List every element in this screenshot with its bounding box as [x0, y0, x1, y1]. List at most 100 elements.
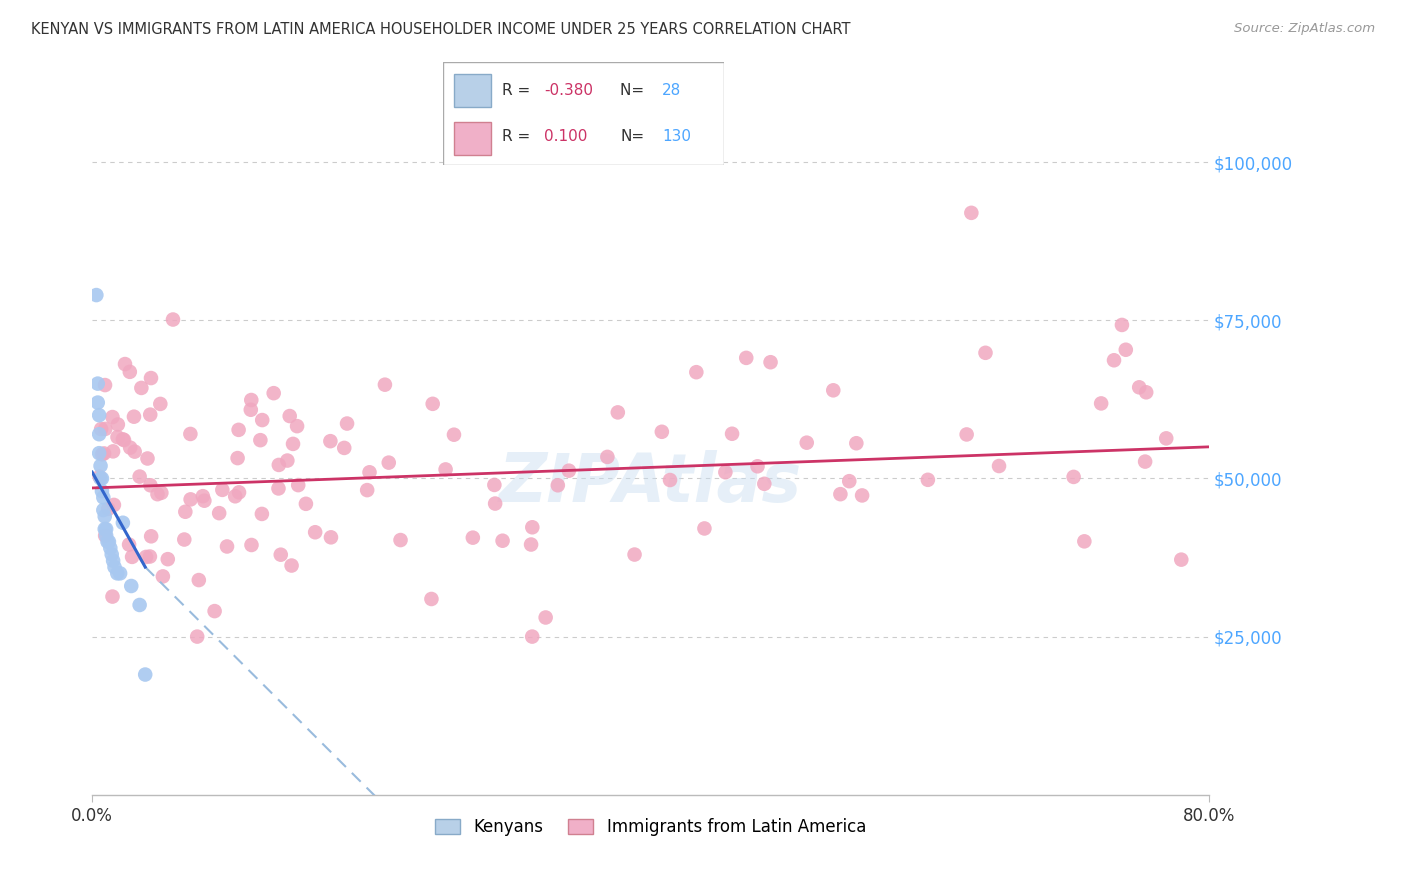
Point: [91, 447, 114, 461]
Point: [267, 458, 290, 472]
Point: [520, 537, 543, 551]
Point: [685, 365, 707, 379]
Point: [90, 471, 112, 485]
Point: [295, 497, 318, 511]
Point: [285, 419, 308, 434]
Point: [87, 395, 110, 409]
Point: [721, 426, 744, 441]
Point: [103, 498, 125, 512]
Point: [96, 534, 118, 549]
Point: [267, 482, 290, 496]
Point: [97, 534, 120, 549]
Point: [1115, 343, 1137, 357]
Legend: Kenyans, Immigrants from Latin America: Kenyans, Immigrants from Latin America: [429, 812, 873, 843]
Point: [179, 426, 201, 441]
Point: [118, 538, 141, 552]
Point: [1111, 318, 1133, 332]
Point: [215, 540, 238, 554]
Point: [263, 386, 285, 401]
Point: [239, 402, 262, 417]
Point: [270, 548, 292, 562]
Point: [139, 371, 162, 385]
Point: [101, 554, 124, 568]
Point: [319, 434, 342, 449]
Point: [596, 450, 619, 464]
Point: [93, 491, 115, 505]
Point: [135, 549, 157, 564]
Point: [714, 465, 737, 479]
Point: [105, 566, 128, 581]
Point: [162, 312, 184, 326]
Point: [101, 590, 124, 604]
Point: [491, 533, 513, 548]
Point: [111, 433, 134, 447]
Point: [226, 451, 249, 466]
Point: [1133, 454, 1156, 468]
Point: [94, 378, 117, 392]
Point: [211, 483, 233, 497]
Point: [956, 427, 979, 442]
Point: [112, 433, 135, 447]
Point: [1170, 552, 1192, 566]
Point: [377, 456, 399, 470]
Point: [988, 458, 1011, 473]
Point: [139, 549, 162, 564]
Point: [174, 505, 197, 519]
Point: [830, 487, 852, 501]
Point: [93, 503, 115, 517]
Point: [141, 529, 163, 543]
Point: [356, 483, 378, 497]
Point: [389, 533, 412, 547]
Point: [851, 488, 873, 502]
Point: [193, 493, 215, 508]
Point: [823, 384, 845, 398]
Point: [319, 530, 342, 544]
Point: [128, 598, 150, 612]
Point: [128, 469, 150, 483]
Point: [149, 397, 172, 411]
Point: [101, 410, 124, 425]
Point: [94, 528, 117, 542]
Point: [280, 558, 302, 573]
Point: [156, 552, 179, 566]
Point: [208, 506, 231, 520]
Point: [1073, 534, 1095, 549]
Point: [796, 435, 818, 450]
Point: [122, 409, 145, 424]
Point: [484, 497, 506, 511]
Point: [90, 458, 112, 473]
Point: [101, 444, 124, 458]
Point: [228, 485, 250, 500]
Point: [100, 547, 122, 561]
Text: 130: 130: [662, 128, 692, 144]
Point: [228, 423, 250, 437]
Point: [336, 417, 359, 431]
Point: [374, 377, 396, 392]
Point: [94, 528, 117, 542]
Point: [134, 667, 156, 681]
FancyBboxPatch shape: [443, 62, 724, 165]
Point: [139, 408, 162, 422]
Point: [735, 351, 758, 365]
Point: [224, 489, 246, 503]
Point: [443, 427, 465, 442]
Point: [186, 630, 208, 644]
Point: [287, 478, 309, 492]
Text: 28: 28: [662, 83, 682, 97]
Point: [91, 471, 114, 485]
Point: [107, 417, 129, 432]
Point: [136, 451, 159, 466]
Point: [120, 579, 142, 593]
Point: [276, 453, 298, 467]
Point: [333, 441, 356, 455]
Point: [693, 521, 716, 535]
Point: [484, 478, 506, 492]
Point: [108, 566, 131, 581]
Point: [93, 522, 115, 536]
FancyBboxPatch shape: [454, 122, 491, 155]
Point: [522, 520, 544, 534]
Point: [139, 478, 162, 492]
Point: [131, 381, 153, 395]
Point: [1135, 385, 1157, 400]
Point: [87, 376, 110, 391]
